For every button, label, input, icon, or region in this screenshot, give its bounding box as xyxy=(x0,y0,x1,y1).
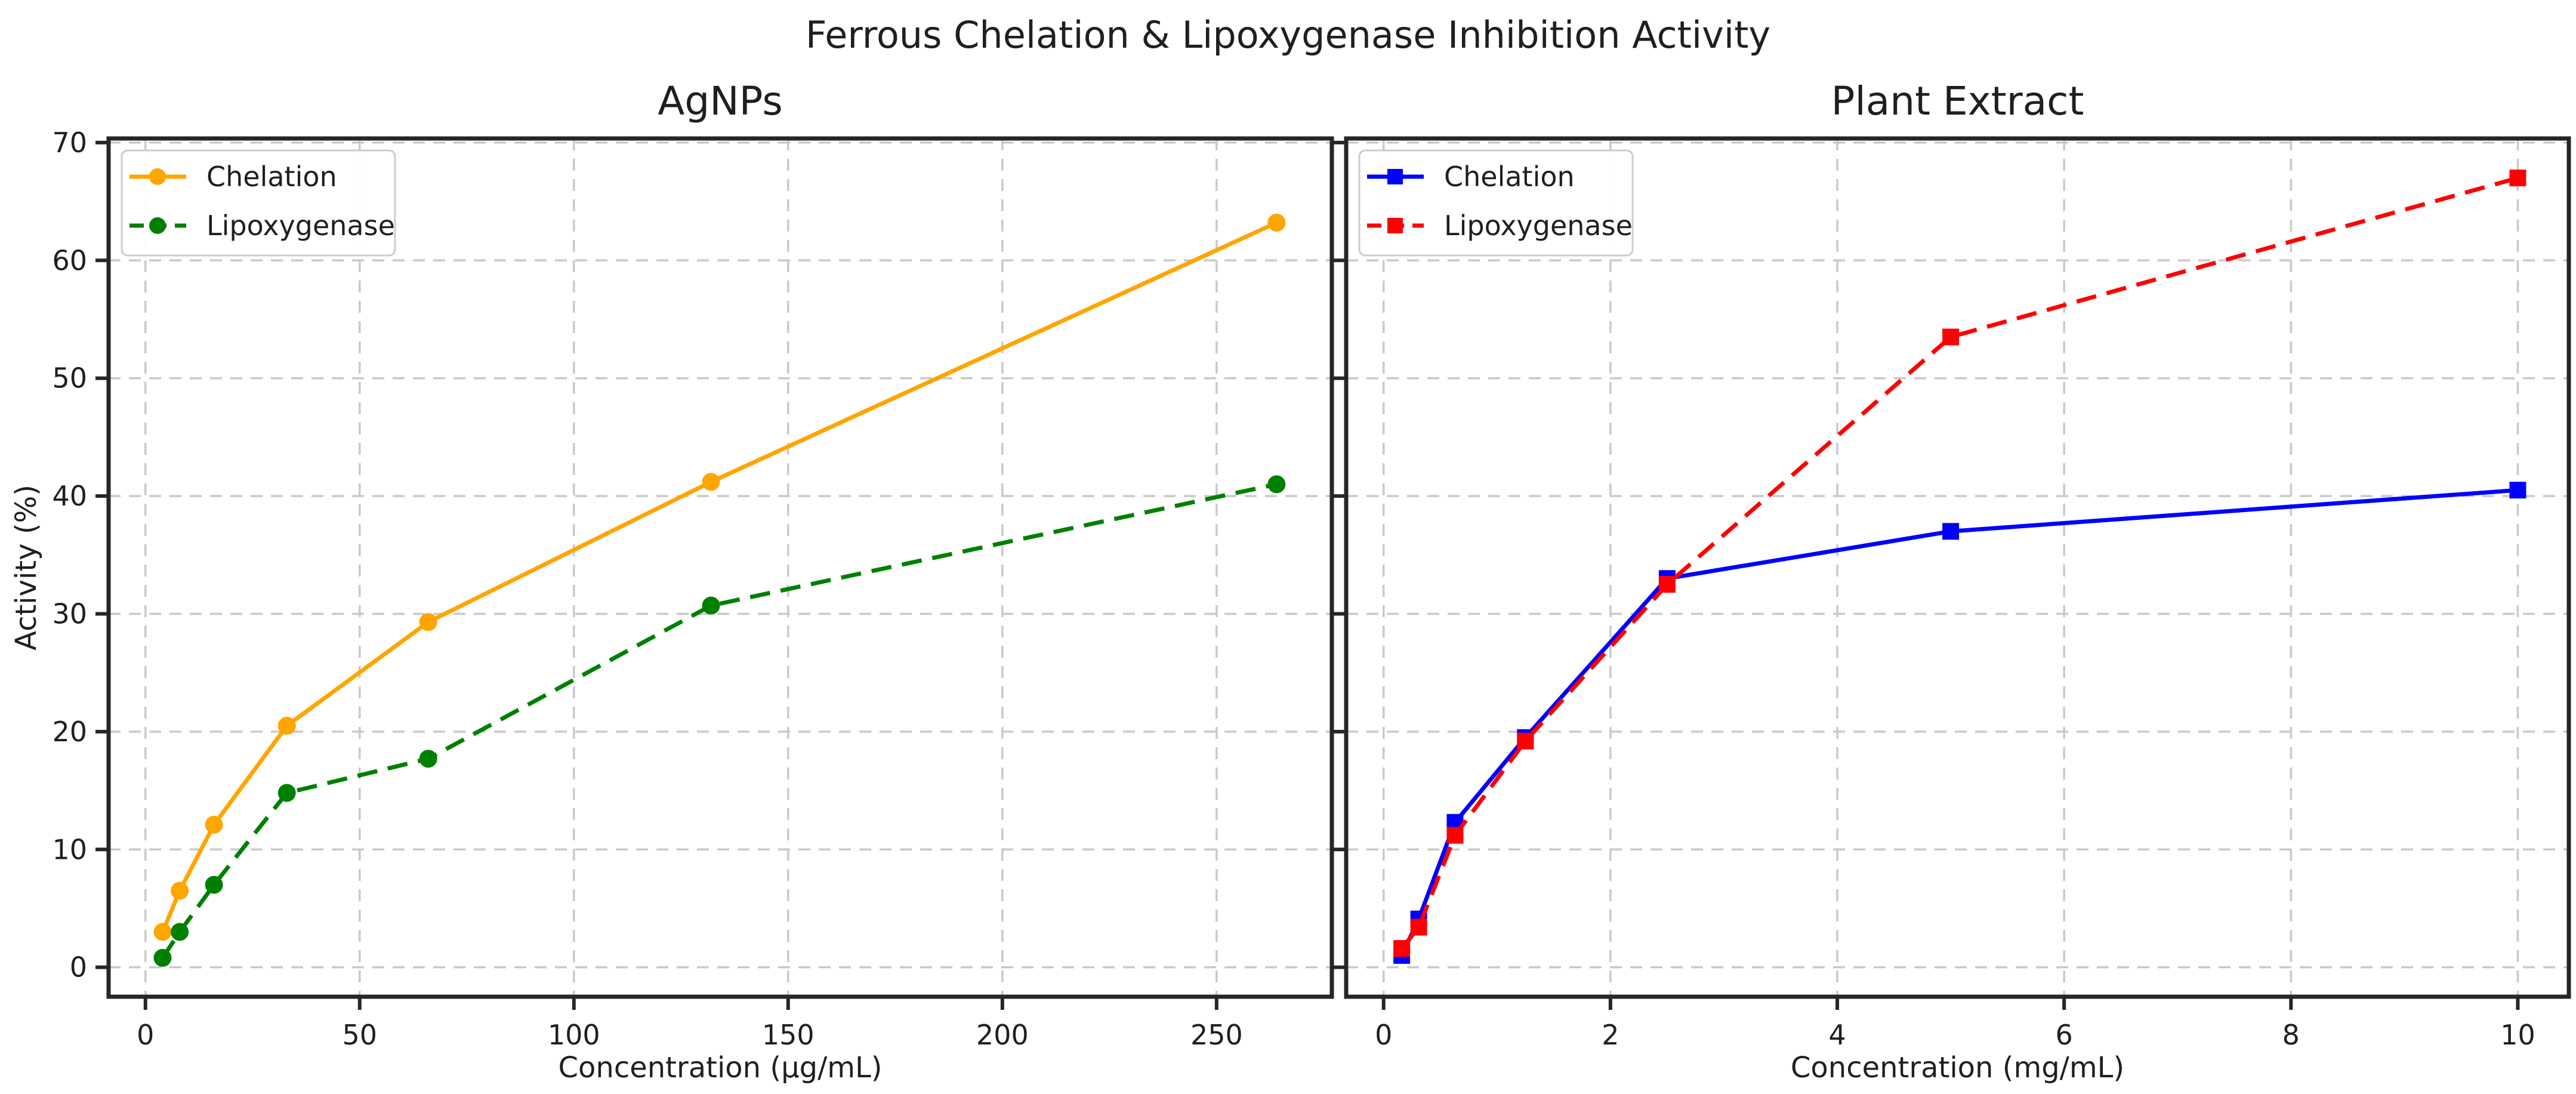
data-point-chelation xyxy=(1942,523,1960,540)
data-point-lipoxygenase xyxy=(153,948,172,967)
data-point-lipoxygenase xyxy=(1658,576,1676,593)
series-line-lipoxygenase xyxy=(161,482,1278,959)
x-axis-label: Concentration (mg/mL) xyxy=(1791,1051,2124,1084)
legend-label-lipoxygenase: Lipoxygenase xyxy=(1444,209,1633,242)
axes-frame xyxy=(106,136,1334,999)
legend-marker-lipoxygenase xyxy=(1387,218,1403,233)
series-line-chelation xyxy=(1399,488,2518,957)
x-tick-label: 6 xyxy=(2056,1019,2073,1051)
data-point-chelation xyxy=(153,923,172,941)
data-point-lipoxygenase xyxy=(1446,827,1464,844)
data-point-lipoxygenase xyxy=(1410,919,1427,936)
x-tick-label: 10 xyxy=(2500,1019,2535,1051)
data-point-chelation xyxy=(171,882,189,900)
x-tick-label: 2 xyxy=(1602,1019,1619,1051)
x-tick-label: 50 xyxy=(342,1019,377,1051)
x-tick-label: 8 xyxy=(2282,1019,2300,1051)
y-tick-label: 10 xyxy=(52,833,87,865)
data-point-chelation xyxy=(205,815,223,834)
data-point-chelation xyxy=(277,716,296,735)
axes-frame xyxy=(1344,136,2571,999)
data-point-lipoxygenase xyxy=(702,596,720,615)
subplot-title: AgNPs xyxy=(658,78,782,124)
y-tick-label: 0 xyxy=(70,951,87,984)
data-point-lipoxygenase xyxy=(1267,475,1286,494)
subplot-title: Plant Extract xyxy=(1831,78,2084,124)
data-point-lipoxygenase xyxy=(1393,940,1411,957)
data-point-lipoxygenase xyxy=(171,923,189,941)
x-tick-label: 100 xyxy=(548,1019,600,1051)
y-tick-label: 60 xyxy=(52,244,87,276)
x-axis-label: Concentration (µg/mL) xyxy=(559,1051,883,1084)
y-tick-label: 30 xyxy=(52,597,87,630)
data-point-lipoxygenase xyxy=(277,784,296,802)
legend-marker-lipoxygenase xyxy=(149,217,166,234)
data-point-lipoxygenase xyxy=(1517,732,1534,750)
legend-label-chelation: Chelation xyxy=(1444,161,1575,193)
y-tick-label: 50 xyxy=(52,362,87,395)
data-point-chelation xyxy=(419,613,437,631)
data-point-chelation xyxy=(702,473,720,491)
data-point-lipoxygenase xyxy=(205,876,223,894)
y-tick-label: 20 xyxy=(52,716,87,748)
series-line-lipoxygenase xyxy=(1400,175,2519,950)
data-point-lipoxygenase xyxy=(1942,328,1960,346)
data-point-lipoxygenase xyxy=(2509,170,2526,187)
data-point-lipoxygenase xyxy=(419,750,437,768)
x-tick-label: 150 xyxy=(762,1019,815,1051)
legend-marker-chelation xyxy=(1387,169,1403,184)
legend-label-chelation: Chelation xyxy=(206,161,337,193)
legend-box xyxy=(1358,149,1634,257)
legend-label-lipoxygenase: Lipoxygenase xyxy=(206,209,395,242)
x-tick-label: 250 xyxy=(1190,1019,1243,1051)
y-axis-label: Activity (%) xyxy=(10,485,43,651)
x-tick-label: 0 xyxy=(1375,1019,1392,1051)
x-tick-label: 0 xyxy=(137,1019,154,1051)
data-point-chelation xyxy=(1267,214,1286,232)
legend-marker-chelation xyxy=(149,168,166,185)
legend-box xyxy=(121,149,396,257)
x-tick-label: 200 xyxy=(976,1019,1029,1051)
y-tick-label: 70 xyxy=(52,127,87,159)
y-tick-label: 40 xyxy=(52,480,87,512)
figure-title: Ferrous Chelation & Lipoxygenase Inhibit… xyxy=(805,13,1771,57)
series-line-chelation xyxy=(161,220,1278,933)
x-tick-label: 4 xyxy=(1828,1019,1846,1051)
data-point-chelation xyxy=(2509,482,2526,499)
